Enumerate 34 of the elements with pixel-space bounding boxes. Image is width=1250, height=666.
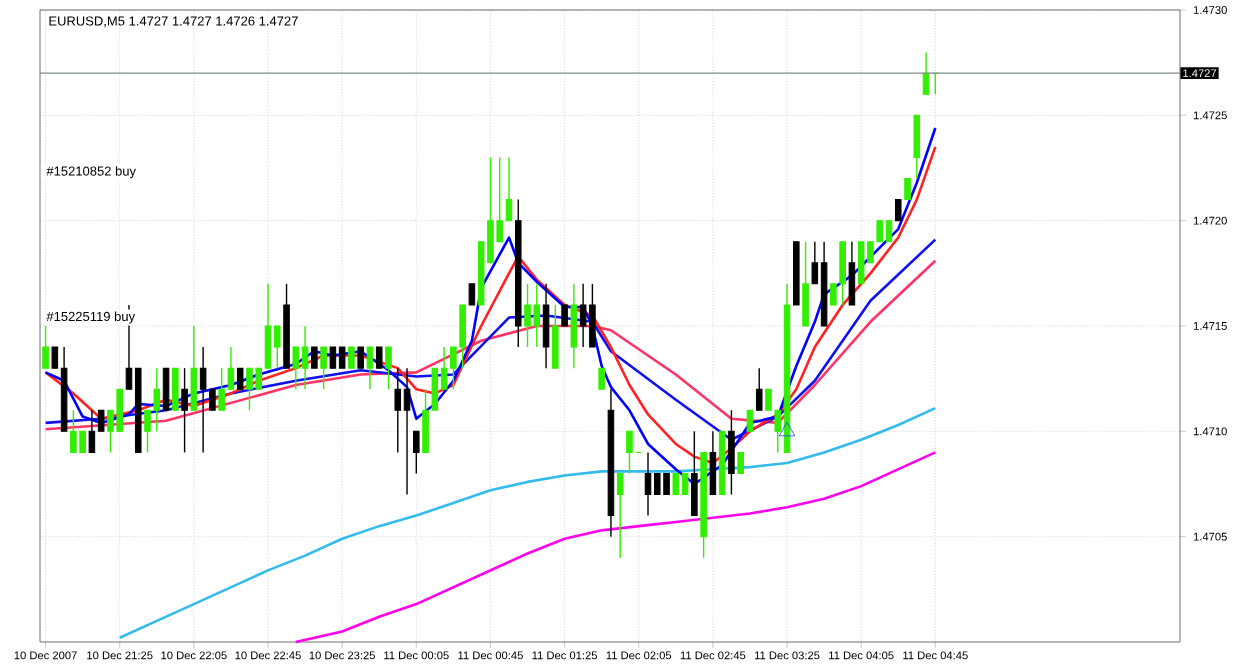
candlestick — [913, 114, 921, 180]
candlestick — [348, 346, 355, 369]
candlestick — [320, 346, 327, 390]
candlestick — [42, 325, 49, 369]
candlestick — [728, 409, 735, 496]
candlestick — [561, 304, 568, 327]
line-series — [44, 259, 937, 431]
candlestick — [283, 283, 290, 369]
candlestick — [737, 451, 744, 474]
candlestick — [755, 367, 763, 411]
candlestick — [311, 346, 318, 369]
candlestick — [552, 304, 559, 369]
candlestick — [468, 283, 476, 306]
candlestick — [181, 367, 188, 454]
candlestick — [904, 178, 911, 201]
candlestick — [793, 241, 800, 306]
candlestick — [236, 367, 244, 390]
candlestick — [598, 367, 605, 390]
candlestick — [802, 241, 809, 327]
candlestick — [273, 325, 281, 369]
candlestick — [894, 198, 902, 222]
candlestick — [700, 451, 707, 559]
candlestick — [357, 346, 364, 369]
candlestick — [514, 198, 522, 348]
candlestick — [134, 367, 142, 454]
candlestick — [385, 346, 392, 390]
candlestick — [691, 430, 698, 517]
candlestick — [172, 367, 179, 411]
candlestick — [394, 367, 402, 454]
candlestick — [413, 430, 420, 475]
candlestick — [616, 472, 624, 559]
candlestick — [718, 430, 726, 496]
candlestick — [162, 367, 170, 411]
candlestick — [375, 346, 383, 369]
